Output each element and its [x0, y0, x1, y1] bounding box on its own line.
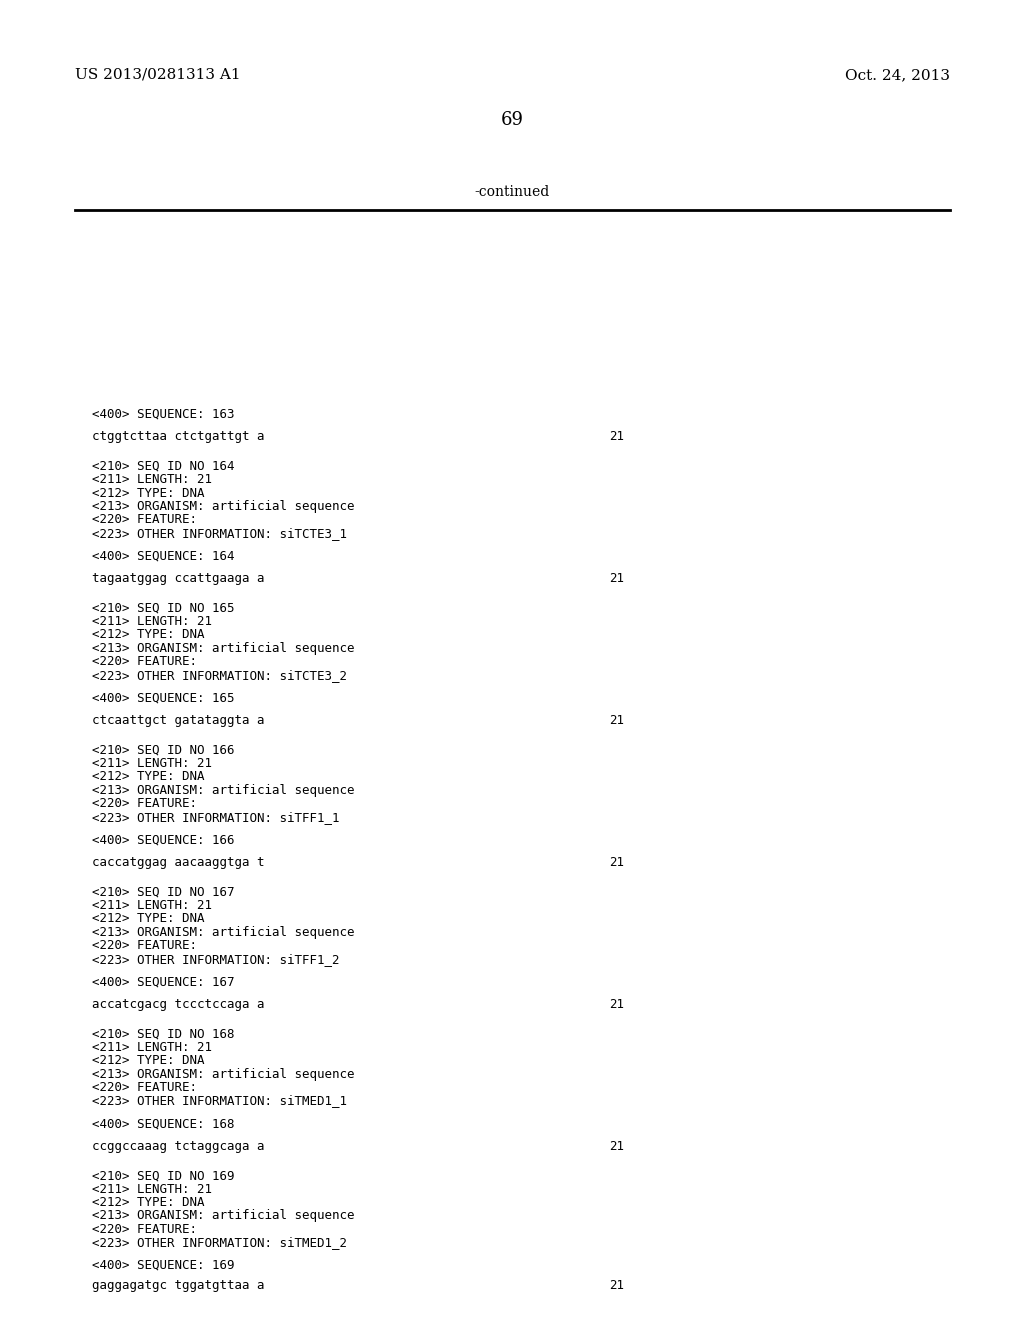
Text: -continued: -continued: [474, 185, 550, 199]
Text: 69: 69: [501, 111, 523, 129]
Text: Oct. 24, 2013: Oct. 24, 2013: [845, 69, 950, 82]
Text: <400> SEQUENCE: 165: <400> SEQUENCE: 165: [92, 692, 234, 705]
Text: 21: 21: [609, 572, 625, 585]
Text: <211> LENGTH: 21: <211> LENGTH: 21: [92, 1183, 212, 1196]
Text: accatcgacg tccctccaga a: accatcgacg tccctccaga a: [92, 998, 264, 1011]
Text: <223> OTHER INFORMATION: siTFF1_2: <223> OTHER INFORMATION: siTFF1_2: [92, 953, 340, 965]
Text: <211> LENGTH: 21: <211> LENGTH: 21: [92, 899, 212, 912]
Text: <213> ORGANISM: artificial sequence: <213> ORGANISM: artificial sequence: [92, 925, 354, 939]
Text: <210> SEQ ID NO 168: <210> SEQ ID NO 168: [92, 1027, 234, 1040]
Text: <212> TYPE: DNA: <212> TYPE: DNA: [92, 1055, 205, 1067]
Text: <223> OTHER INFORMATION: siTMED1_1: <223> OTHER INFORMATION: siTMED1_1: [92, 1094, 347, 1107]
Text: <220> FEATURE:: <220> FEATURE:: [92, 939, 198, 952]
Text: <400> SEQUENCE: 166: <400> SEQUENCE: 166: [92, 833, 234, 846]
Text: <213> ORGANISM: artificial sequence: <213> ORGANISM: artificial sequence: [92, 1209, 354, 1222]
Text: <220> FEATURE:: <220> FEATURE:: [92, 513, 198, 527]
Text: <212> TYPE: DNA: <212> TYPE: DNA: [92, 487, 205, 499]
Text: <210> SEQ ID NO 167: <210> SEQ ID NO 167: [92, 886, 234, 899]
Text: <400> SEQUENCE: 168: <400> SEQUENCE: 168: [92, 1117, 234, 1130]
Text: 21: 21: [609, 1139, 625, 1152]
Text: <211> LENGTH: 21: <211> LENGTH: 21: [92, 473, 212, 486]
Text: <400> SEQUENCE: 167: <400> SEQUENCE: 167: [92, 975, 234, 989]
Text: <220> FEATURE:: <220> FEATURE:: [92, 1081, 198, 1094]
Text: <400> SEQUENCE: 164: <400> SEQUENCE: 164: [92, 549, 234, 562]
Text: <212> TYPE: DNA: <212> TYPE: DNA: [92, 912, 205, 925]
Text: <213> ORGANISM: artificial sequence: <213> ORGANISM: artificial sequence: [92, 784, 354, 797]
Text: <223> OTHER INFORMATION: siTCTE3_1: <223> OTHER INFORMATION: siTCTE3_1: [92, 527, 347, 540]
Text: 21: 21: [609, 1279, 625, 1292]
Text: <223> OTHER INFORMATION: siTMED1_2: <223> OTHER INFORMATION: siTMED1_2: [92, 1237, 347, 1249]
Text: <211> LENGTH: 21: <211> LENGTH: 21: [92, 756, 212, 770]
Text: 21: 21: [609, 430, 625, 444]
Text: <400> SEQUENCE: 169: <400> SEQUENCE: 169: [92, 1259, 234, 1272]
Text: 21: 21: [609, 714, 625, 727]
Text: tagaatggag ccattgaaga a: tagaatggag ccattgaaga a: [92, 572, 264, 585]
Text: <210> SEQ ID NO 166: <210> SEQ ID NO 166: [92, 743, 234, 756]
Text: <220> FEATURE:: <220> FEATURE:: [92, 655, 198, 668]
Text: 21: 21: [609, 855, 625, 869]
Text: ctcaattgct gatataggta a: ctcaattgct gatataggta a: [92, 714, 264, 727]
Text: <400> SEQUENCE: 163: <400> SEQUENCE: 163: [92, 408, 234, 421]
Text: <212> TYPE: DNA: <212> TYPE: DNA: [92, 628, 205, 642]
Text: caccatggag aacaaggtga t: caccatggag aacaaggtga t: [92, 855, 264, 869]
Text: <223> OTHER INFORMATION: siTFF1_1: <223> OTHER INFORMATION: siTFF1_1: [92, 810, 340, 824]
Text: <211> LENGTH: 21: <211> LENGTH: 21: [92, 1040, 212, 1053]
Text: ccggccaaag tctaggcaga a: ccggccaaag tctaggcaga a: [92, 1139, 264, 1152]
Text: <212> TYPE: DNA: <212> TYPE: DNA: [92, 1196, 205, 1209]
Text: <220> FEATURE:: <220> FEATURE:: [92, 1222, 198, 1236]
Text: <211> LENGTH: 21: <211> LENGTH: 21: [92, 615, 212, 628]
Text: <213> ORGANISM: artificial sequence: <213> ORGANISM: artificial sequence: [92, 642, 354, 655]
Text: <213> ORGANISM: artificial sequence: <213> ORGANISM: artificial sequence: [92, 500, 354, 513]
Text: ctggtcttaa ctctgattgt a: ctggtcttaa ctctgattgt a: [92, 430, 264, 444]
Text: US 2013/0281313 A1: US 2013/0281313 A1: [75, 69, 241, 82]
Text: <220> FEATURE:: <220> FEATURE:: [92, 797, 198, 810]
Text: gaggagatgc tggatgttaa a: gaggagatgc tggatgttaa a: [92, 1279, 264, 1292]
Text: <223> OTHER INFORMATION: siTCTE3_2: <223> OTHER INFORMATION: siTCTE3_2: [92, 669, 347, 681]
Text: <210> SEQ ID NO 164: <210> SEQ ID NO 164: [92, 459, 234, 473]
Text: <213> ORGANISM: artificial sequence: <213> ORGANISM: artificial sequence: [92, 1068, 354, 1081]
Text: <212> TYPE: DNA: <212> TYPE: DNA: [92, 771, 205, 783]
Text: <210> SEQ ID NO 169: <210> SEQ ID NO 169: [92, 1170, 234, 1183]
Text: 21: 21: [609, 998, 625, 1011]
Text: <210> SEQ ID NO 165: <210> SEQ ID NO 165: [92, 602, 234, 615]
